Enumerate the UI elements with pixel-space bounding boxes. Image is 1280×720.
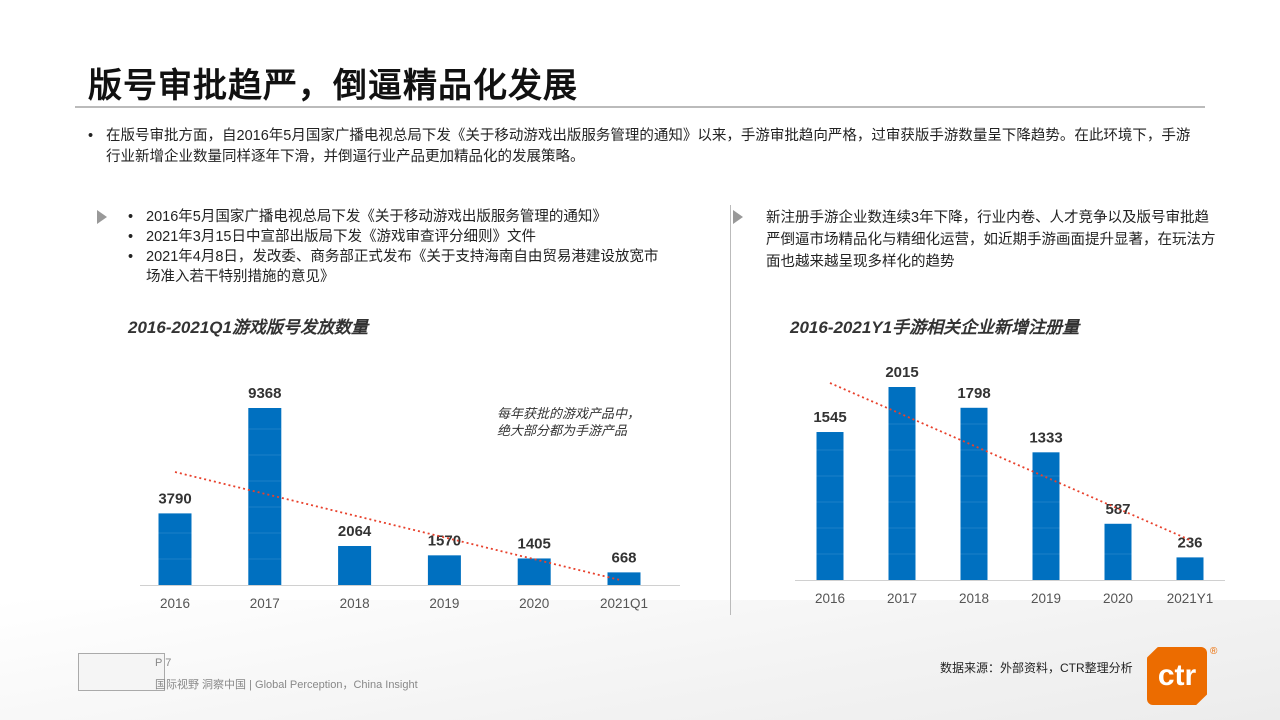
enterprise-commentary: 新注册手游企业数连续3年下降，行业内卷、人才竞争以及版号审批趋严倒逼市场精品化与… [766, 210, 1216, 270]
bar-2021Y1 [1176, 557, 1204, 580]
data-label: 1545 [813, 409, 846, 426]
policy-item: 2021年3月15日中宣部出版局下发《游戏审查评分细则》文件 [128, 227, 668, 247]
data-label: 587 [1105, 501, 1130, 518]
category-label: 2018 [340, 596, 370, 611]
ctr-logo: ctr [1147, 647, 1207, 705]
bar-2019 [1032, 452, 1060, 580]
category-label: 2019 [429, 596, 459, 611]
data-label: 2015 [885, 364, 918, 381]
category-label: 2021Q1 [600, 596, 648, 611]
bar-2017 [888, 387, 916, 580]
category-label: 2017 [887, 591, 917, 606]
chart-annotation: 每年获批的游戏产品中，绝大部分都为手游产品 [497, 406, 641, 438]
bar-2020 [1104, 523, 1132, 580]
data-label: 1798 [957, 385, 990, 402]
data-label: 1333 [1029, 429, 1062, 446]
bar-2019 [427, 555, 461, 585]
data-label: 1570 [428, 532, 461, 549]
page-title: 版号审批趋严，倒逼精品化发展 [88, 67, 578, 105]
category-label: 2021Y1 [1167, 591, 1214, 606]
data-label: 3790 [158, 490, 191, 507]
certification-badges [78, 653, 165, 691]
bar-2016 [816, 432, 844, 580]
category-label: 2020 [519, 596, 549, 611]
category-label: 2016 [815, 591, 845, 606]
trend-line [174, 471, 621, 581]
registered-mark: ® [1210, 646, 1218, 657]
page-number: P 7 [155, 657, 172, 669]
category-label: 2016 [160, 596, 190, 611]
data-label: 236 [1177, 534, 1202, 551]
policy-item: 2021年4月8日，发改委、商务部正式发布《关于支持海南自由贸易港建设放宽市场准… [128, 247, 668, 287]
category-label: 2018 [959, 591, 989, 606]
bar-2018 [338, 546, 372, 585]
category-label: 2017 [250, 596, 280, 611]
data-source: 数据来源：外部资料，CTR整理分析 [940, 661, 1133, 675]
right-chart-title: 2016-2021Y1手游相关企业新增注册量 [790, 318, 1080, 337]
category-label: 2020 [1103, 591, 1133, 606]
column-divider [730, 205, 731, 615]
policy-list: 2016年5月国家广播电视总局下发《关于移动游戏出版服务管理的通知》 2021年… [128, 207, 668, 287]
data-label: 2064 [338, 523, 372, 540]
footer-slogan: 国际视野 洞察中国 | Global Perception，China Insi… [155, 679, 418, 691]
policy-item: 2016年5月国家广播电视总局下发《关于移动游戏出版服务管理的通知》 [128, 207, 668, 227]
trend-line [829, 382, 1191, 541]
title-divider [75, 106, 1205, 108]
bullet-icon: • [88, 128, 94, 144]
bar-2017 [248, 408, 282, 585]
bar-2016 [158, 513, 192, 585]
data-label: 9368 [248, 385, 281, 402]
bar-2020 [517, 558, 551, 585]
data-label: 668 [611, 549, 636, 566]
bar-2021Q1 [607, 572, 641, 585]
triangle-marker-icon [733, 210, 743, 224]
data-label: 1405 [518, 535, 551, 552]
triangle-marker-icon [97, 210, 107, 224]
intro-text: 在版号审批方面，自2016年5月国家广播电视总局下发《关于移动游戏出版服务管理的… [106, 128, 1191, 165]
category-label: 2019 [1031, 591, 1061, 606]
left-chart-title: 2016-2021Q1游戏版号发放数量 [128, 318, 368, 337]
background-texture [0, 600, 1280, 720]
intro-paragraph: • 在版号审批方面，自2016年5月国家广播电视总局下发《关于移动游戏出版服务管… [88, 126, 1198, 168]
bar-2018 [960, 407, 988, 580]
